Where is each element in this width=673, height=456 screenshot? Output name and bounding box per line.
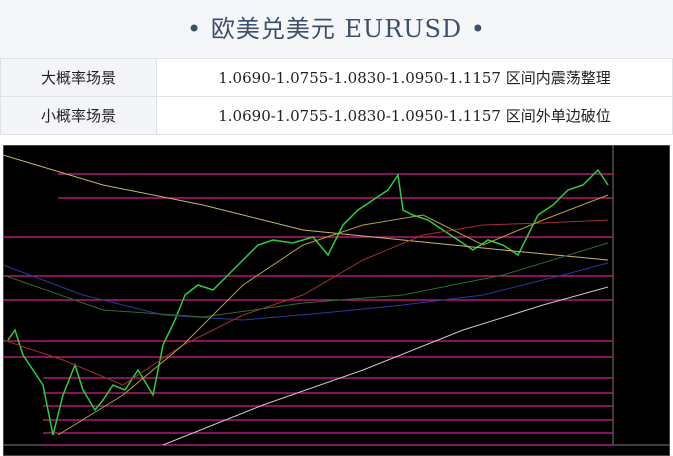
value-cell: 1.0690-1.0755-1.0830-1.0950-1.1157 区间外单边…	[156, 96, 673, 135]
moving-average	[3, 154, 609, 261]
moving-average	[3, 219, 609, 386]
row: 大概率场景 1.0690-1.0755-1.0830-1.0950-1.1157…	[0, 58, 673, 97]
price-chart-image	[3, 145, 670, 456]
moving-average	[3, 262, 609, 321]
label-cell: 大概率场景	[0, 58, 157, 97]
value-cell: 1.0690-1.0755-1.0830-1.0950-1.1157 区间内震荡…	[156, 58, 673, 97]
level-lines	[3, 173, 613, 446]
scenario-table: 大概率场景 1.0690-1.0755-1.0830-1.0950-1.1157…	[0, 58, 673, 135]
moving-average	[162, 286, 609, 446]
moving-average	[57, 194, 609, 436]
label-cell: 小概率场景	[0, 96, 157, 135]
title: • 欧美兑美元 EURUSD •	[0, 0, 673, 59]
price-path	[7, 168, 609, 436]
moving-average	[3, 242, 609, 318]
row: 小概率场景 1.0690-1.0755-1.0830-1.0950-1.1157…	[0, 96, 673, 135]
